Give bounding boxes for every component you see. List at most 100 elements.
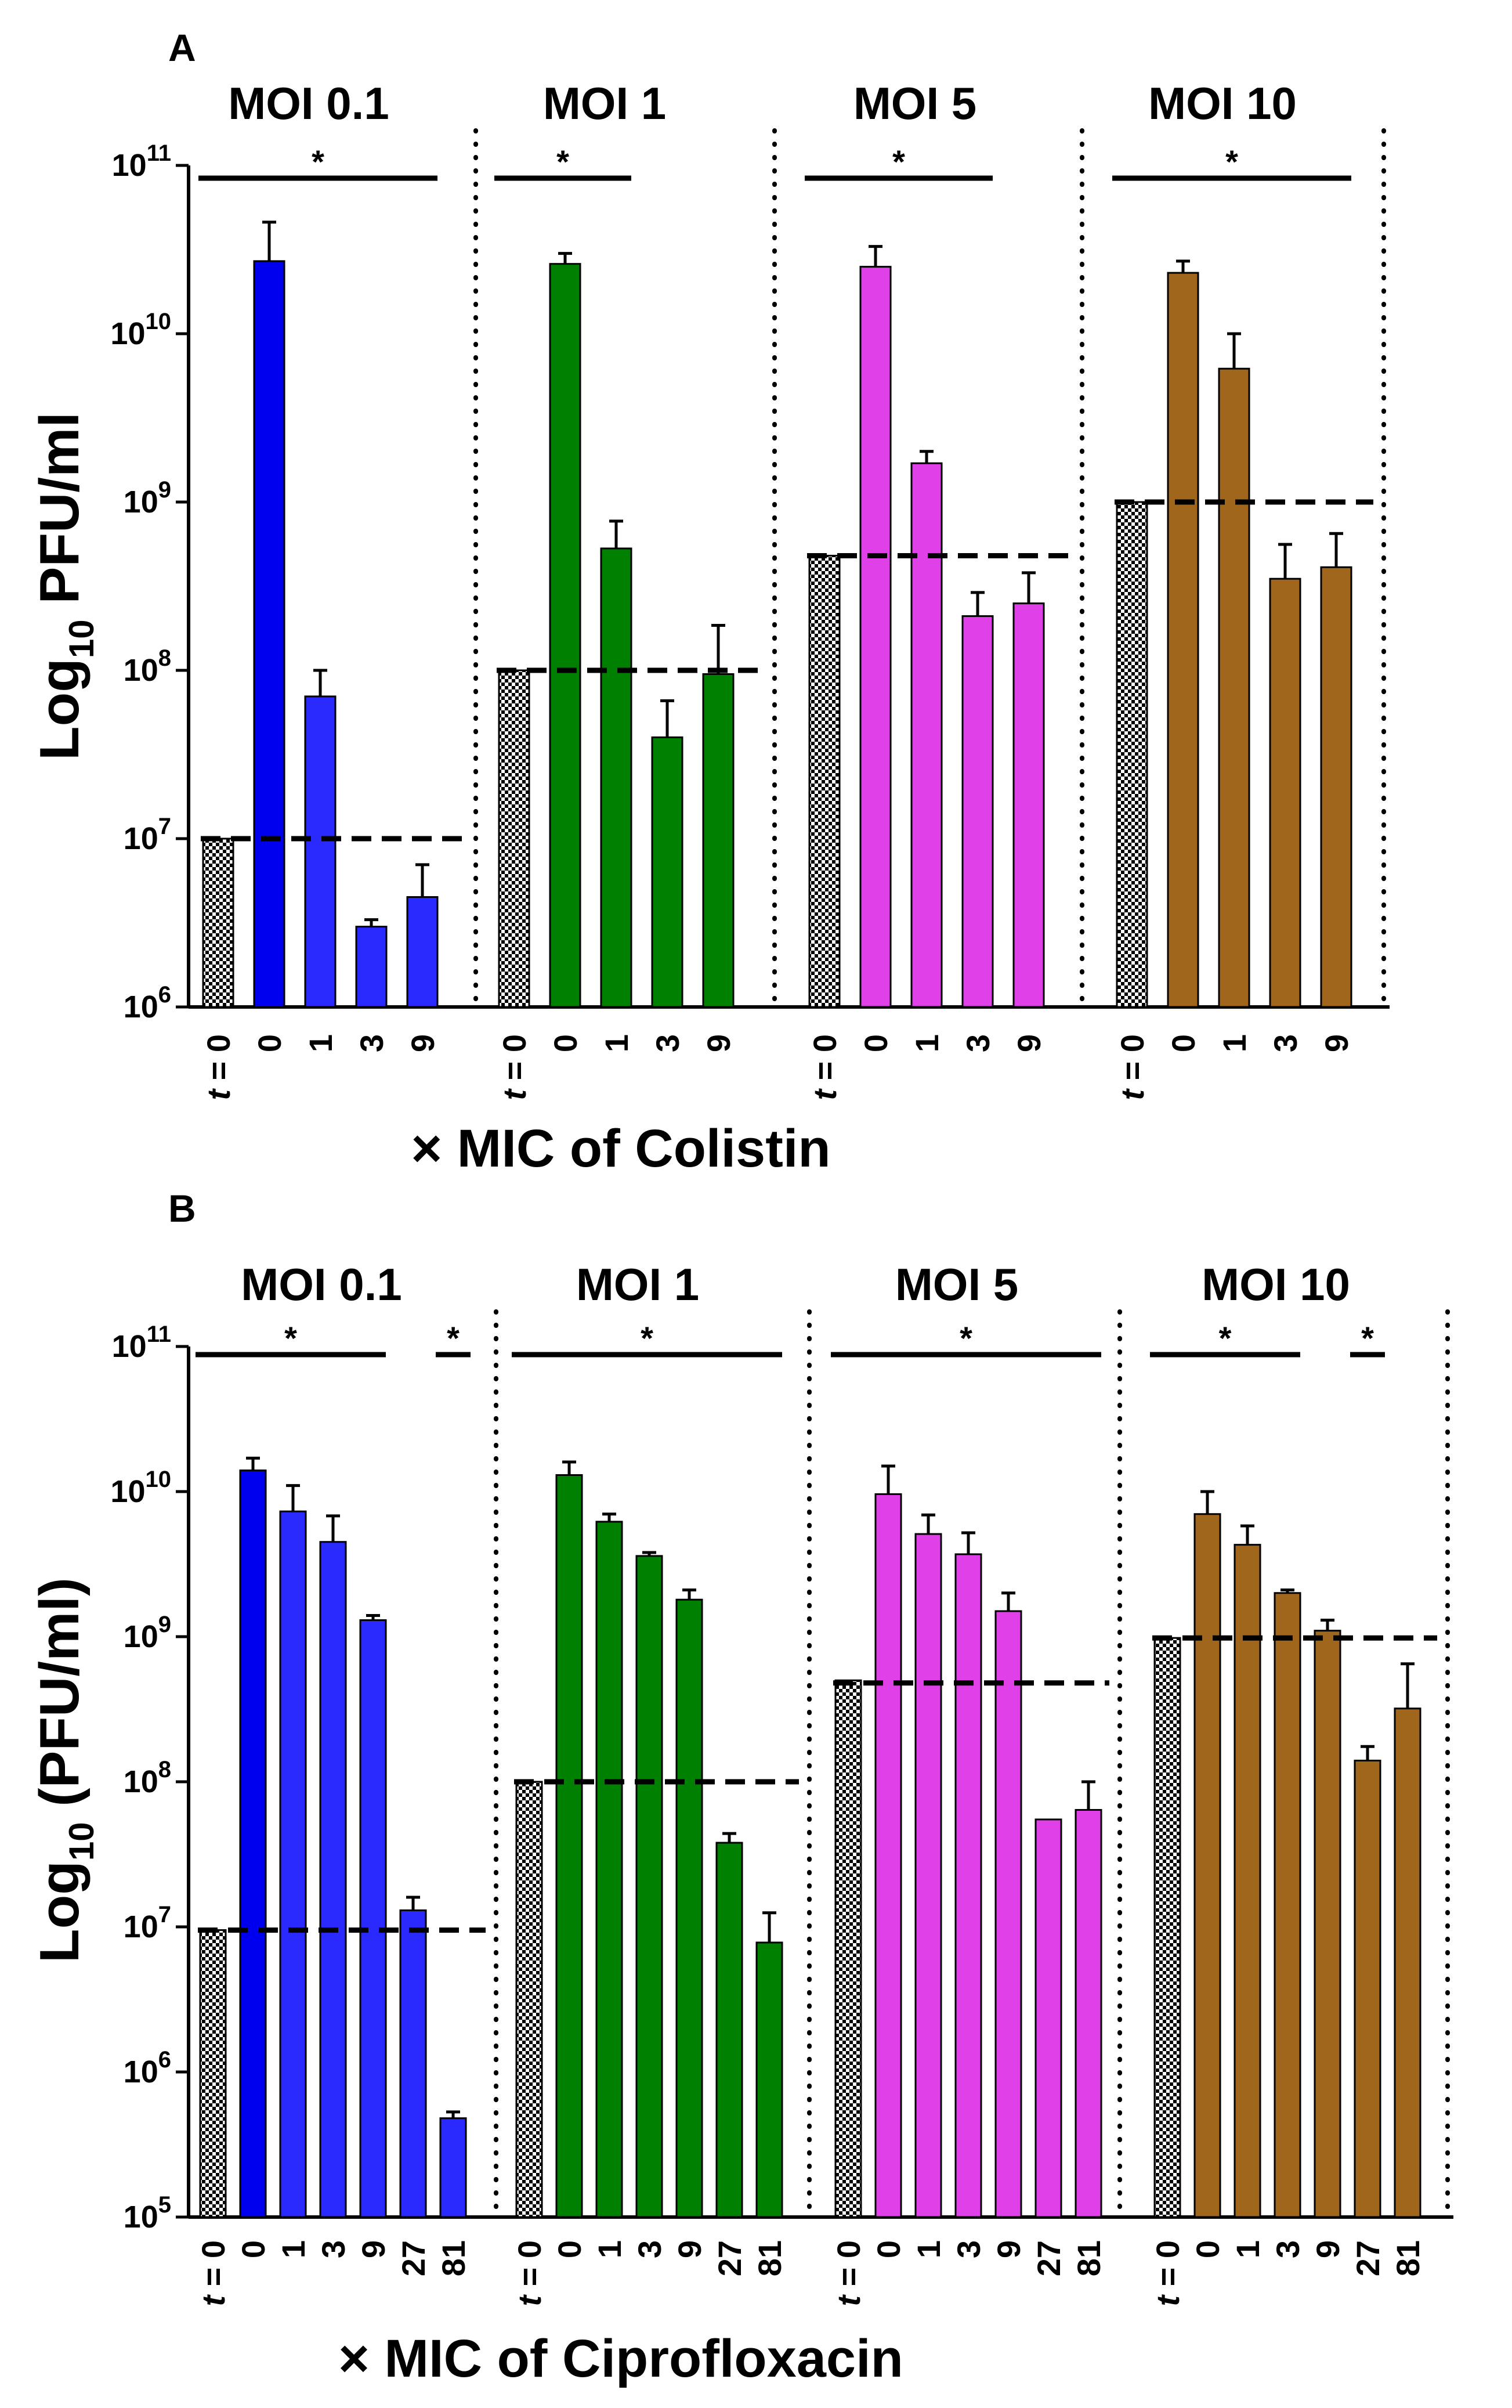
y-tick-label: 107	[124, 1902, 171, 1944]
t0-prefix: t	[511, 2294, 548, 2306]
y-tick-base: 10	[112, 148, 147, 183]
group-title: MOI 5	[895, 1259, 1018, 1310]
x-category-label: 3	[960, 1034, 996, 1052]
y-axis-label-main: Log	[28, 658, 91, 760]
bar	[874, 1493, 902, 2218]
y-tick-label: 1010	[110, 309, 171, 351]
group-title: MOI 1	[543, 78, 666, 129]
bar	[253, 260, 285, 1008]
x-category-label: 0	[235, 2240, 272, 2258]
bar	[1314, 1630, 1341, 2218]
y-tick-exponent: 7	[158, 814, 171, 839]
x-category-label: 1	[1216, 1034, 1253, 1052]
bar	[994, 1610, 1022, 2218]
bar-t0	[515, 1781, 543, 2218]
x-category-label: 3	[631, 2240, 668, 2258]
bar	[595, 1521, 623, 2218]
y-tick-exponent: 10	[146, 1467, 172, 1492]
y-tick-base: 10	[124, 485, 158, 519]
bar	[439, 2117, 467, 2218]
x-category-label: 1	[598, 1034, 635, 1052]
x-category-label: 3	[353, 1034, 390, 1052]
group-title: MOI 10	[1148, 78, 1297, 129]
x-category-label: 0	[1165, 1034, 1202, 1052]
bar	[702, 673, 735, 1008]
bar	[1167, 272, 1199, 1008]
panel-letter: A	[168, 26, 196, 69]
significance-star: *	[447, 1320, 460, 1356]
x-category-label: 3	[1267, 1034, 1304, 1052]
t0-suffix: =	[830, 2258, 867, 2295]
x-category-label: 1	[591, 2240, 628, 2258]
y-tick-exponent: 5	[158, 2192, 171, 2218]
significance-star: *	[1361, 1320, 1374, 1356]
t0-value-label: 0	[195, 2240, 231, 2258]
x-category-label: 3	[315, 2240, 352, 2258]
y-tick-base: 10	[124, 1619, 158, 1654]
t0-prefix: t	[200, 1088, 237, 1100]
bar	[359, 1619, 387, 2218]
t0-category-label: t = 0	[200, 1034, 237, 1100]
bar-t0	[834, 1679, 862, 2218]
t0-category-label: t = 0	[830, 2240, 867, 2306]
group-title: MOI 1	[576, 1259, 699, 1310]
x-category-label: 0	[858, 1034, 894, 1052]
y-tick-base: 10	[112, 1329, 147, 1364]
t0-value-label: 0	[200, 1034, 237, 1052]
t0-prefix: t	[1149, 2294, 1186, 2306]
t0-value-label: 0	[806, 1034, 843, 1052]
bar-t0	[1153, 1637, 1181, 2218]
y-tick-label: 1011	[112, 140, 171, 183]
x-category-label: 0	[251, 1034, 288, 1052]
bar	[1075, 1808, 1102, 2218]
x-category-label: 3	[1269, 2240, 1306, 2258]
y-tick-exponent: 8	[158, 1757, 171, 1782]
significance-star: *	[960, 1320, 972, 1356]
bar	[755, 1941, 783, 2218]
t0-suffix: =	[496, 1052, 533, 1089]
y-tick-exponent: 10	[146, 309, 172, 334]
t0-category-label: t = 0	[511, 2240, 548, 2306]
y-axis-label-rest: PFU/ml	[28, 412, 91, 619]
t0-value-label: 0	[1114, 1034, 1151, 1052]
t0-category-label: t = 0	[1149, 2240, 1186, 2306]
x-category-label: 9	[404, 1034, 441, 1052]
y-tick-exponent: 11	[147, 1322, 171, 1347]
x-category-label: 27	[395, 2240, 432, 2276]
t0-suffix: =	[1149, 2258, 1186, 2295]
group-title: MOI 0.1	[228, 78, 389, 129]
bar	[1354, 1759, 1381, 2218]
x-category-label: 0	[1189, 2240, 1226, 2258]
bar	[355, 926, 388, 1008]
y-axis-label: Log10 (PFU/ml)	[28, 1577, 101, 1963]
t0-prefix: t	[1114, 1088, 1151, 1100]
x-category-label: 0	[551, 2240, 588, 2258]
t0-value-label: 0	[830, 2240, 867, 2258]
x-category-label: 81	[435, 2240, 472, 2276]
x-category-label: 1	[1229, 2240, 1266, 2258]
bar	[239, 1469, 267, 2218]
x-category-label: 0	[547, 1034, 584, 1052]
bar	[651, 736, 683, 1008]
bar	[600, 547, 632, 1008]
y-tick-label: 108	[124, 1757, 171, 1799]
significance-star: *	[312, 143, 324, 180]
t0-category-label: t = 0	[806, 1034, 843, 1100]
x-category-label: 1	[910, 2240, 947, 2258]
bar	[859, 266, 892, 1008]
t0-prefix: t	[195, 2294, 231, 2306]
bar	[319, 1541, 347, 2218]
significance-star: *	[284, 1320, 297, 1356]
bar	[961, 615, 994, 1008]
x-category-label: 9	[990, 2240, 1027, 2258]
y-axis-label-main: Log	[28, 1861, 91, 1963]
y-tick-base: 10	[110, 1474, 145, 1509]
t0-prefix: t	[806, 1088, 843, 1100]
bar	[1193, 1513, 1221, 2218]
y-tick-label: 1011	[112, 1322, 171, 1364]
y-tick-base: 10	[124, 990, 158, 1024]
bar	[1274, 1592, 1301, 2218]
y-axis-label-rest: (PFU/ml)	[28, 1577, 91, 1822]
y-tick-base: 10	[124, 2200, 158, 2234]
x-category-label: 27	[1350, 2240, 1386, 2276]
